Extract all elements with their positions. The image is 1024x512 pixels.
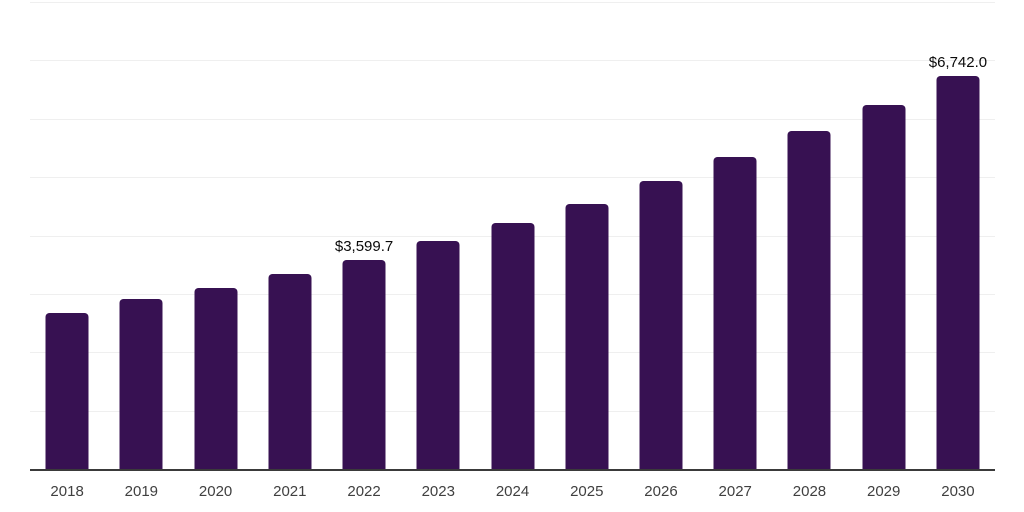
- bar-slot-2023: [401, 3, 475, 470]
- bar-2023: [416, 241, 460, 470]
- bar-slot-2021: [253, 3, 327, 470]
- bar-2018: [45, 312, 89, 470]
- x-tick-label-2018: 2018: [50, 483, 84, 500]
- bar-2027: [713, 157, 757, 470]
- bar-2025: [565, 203, 609, 470]
- gridline: [30, 2, 995, 3]
- bar-value-label-2022: $3,599.7: [334, 237, 394, 255]
- bar-2028: [787, 131, 831, 470]
- bars-container: $3,599.7 $6,742.0: [30, 3, 995, 470]
- x-tick-label-2027: 2027: [718, 483, 752, 500]
- bar-slot-2026: [624, 3, 698, 470]
- x-tick-label-2029: 2029: [867, 483, 901, 500]
- x-tick-label-2023: 2023: [421, 483, 455, 500]
- bar-slot-2028: [772, 3, 846, 470]
- bar-slot-2022: $3,599.7: [327, 3, 401, 470]
- x-tick-label-2025: 2025: [570, 483, 604, 500]
- bar-slot-2020: [178, 3, 252, 470]
- bar-2021: [268, 274, 312, 470]
- bar-2022: [342, 259, 386, 470]
- bar-value-label-2030: $6,742.0: [928, 54, 988, 72]
- bar-2029: [862, 104, 906, 470]
- gridline: [30, 118, 995, 120]
- x-axis-tick-labels: 2018 2019 2020 2021 2022 2023 2024 2025 2026 2027…: [30, 483, 995, 500]
- bar-slot-2027: [698, 3, 772, 470]
- x-tick-label-2030: 2030: [941, 483, 975, 500]
- bar-2020: [194, 288, 238, 470]
- x-axis-line: [30, 469, 995, 471]
- plot-area: $3,599.7 $6,742.0: [30, 2, 995, 470]
- gridline: [30, 177, 995, 179]
- bar-slot-2030: $6,742.0: [921, 3, 995, 470]
- x-tick-label-2026: 2026: [644, 483, 678, 500]
- bar-slot-2025: [550, 3, 624, 470]
- x-tick-label-2021: 2021: [273, 483, 307, 500]
- x-tick-label-2024: 2024: [495, 483, 530, 500]
- gridline: [30, 60, 995, 62]
- bar-2019: [119, 299, 163, 470]
- x-tick-label-2020: 2020: [198, 483, 233, 500]
- bar-slot-2019: [104, 3, 178, 470]
- bar-2026: [639, 181, 683, 470]
- x-tick-label-2022: 2022: [347, 483, 381, 500]
- bar-slot-2029: [847, 3, 921, 470]
- bar-slot-2024: [475, 3, 549, 470]
- bar-2030: [936, 76, 980, 470]
- bar-slot-2018: [30, 3, 104, 470]
- bar-2024: [491, 223, 535, 470]
- x-tick-label-2019: 2019: [124, 483, 159, 500]
- x-tick-label-2028: 2028: [792, 483, 827, 500]
